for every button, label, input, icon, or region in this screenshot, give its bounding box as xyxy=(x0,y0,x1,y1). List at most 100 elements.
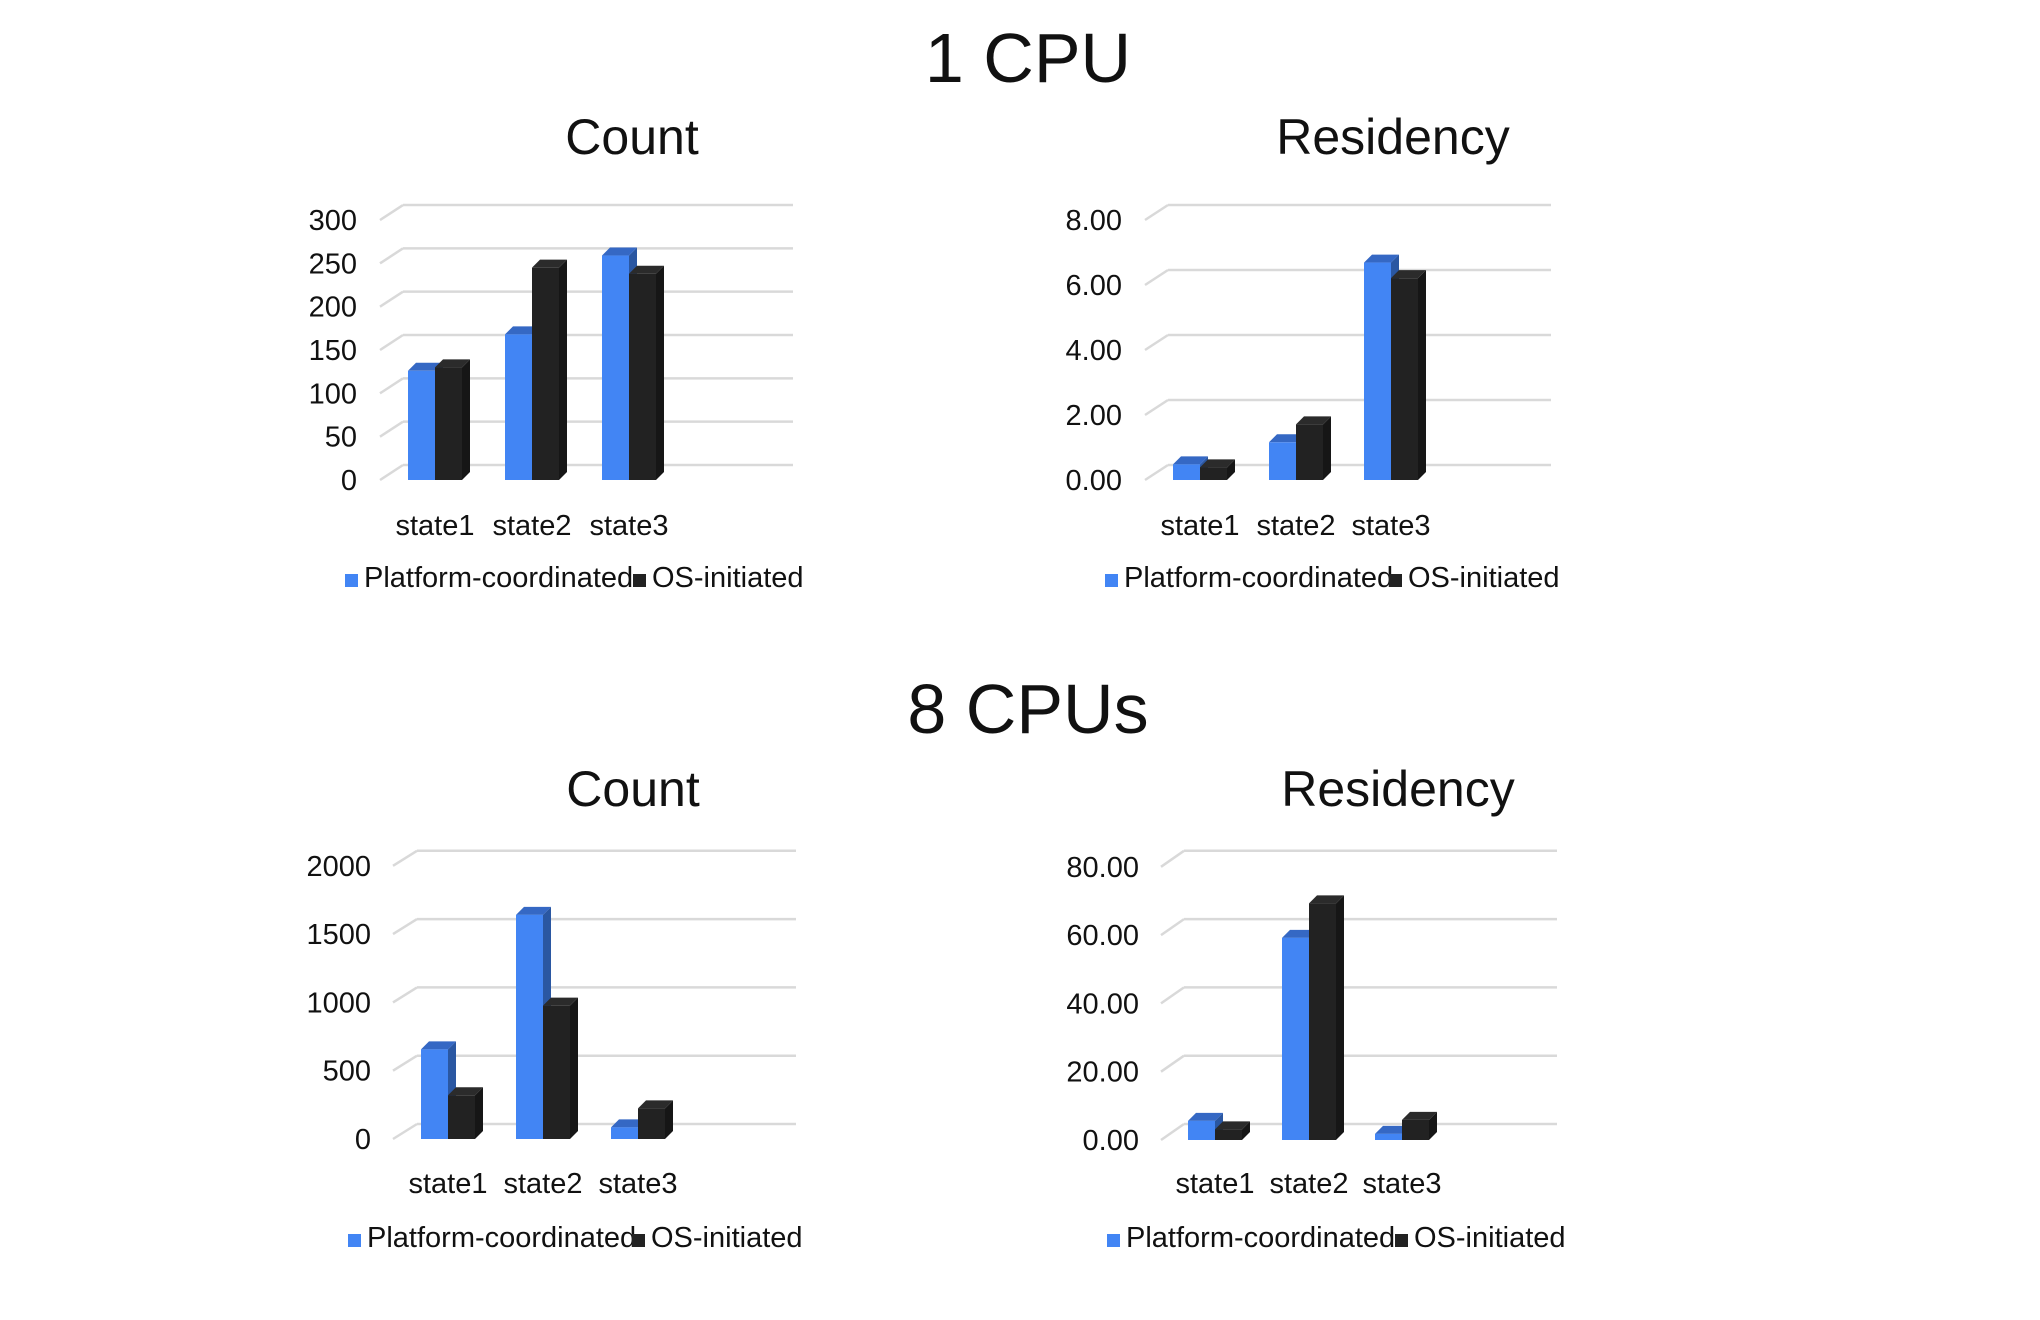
bar-os-initiated-side xyxy=(1418,270,1426,480)
y-tick-label: 1000 xyxy=(306,987,371,1019)
bar-platform-coordinated-top xyxy=(1282,929,1317,938)
gridline-depth xyxy=(1144,203,1169,222)
bar-os-initiated-top xyxy=(1402,1111,1437,1120)
y-tick-label: 0 xyxy=(341,465,357,497)
gridline-depth xyxy=(392,986,418,1004)
x-category-label: state1 xyxy=(396,510,475,542)
bar-os-initiated-top xyxy=(629,265,664,274)
bar-os-initiated xyxy=(1215,1129,1242,1140)
legend-label-platform: Platform-coordinated xyxy=(364,562,633,594)
y-tick-label: 0 xyxy=(355,1124,371,1156)
gridline-depth xyxy=(1160,1122,1185,1142)
gridline-depth xyxy=(1144,463,1169,482)
legend-swatch-os xyxy=(633,574,646,587)
chart-title: Residency xyxy=(1281,761,1514,817)
chart-title: Residency xyxy=(1276,109,1509,165)
bar-platform-coordinated xyxy=(1364,262,1391,480)
bar-os-initiated xyxy=(543,1005,570,1139)
bar-platform-coordinated xyxy=(408,370,435,480)
gridline-depth xyxy=(1144,268,1169,287)
bar-platform-coordinated xyxy=(1173,464,1200,480)
section-title-1cpu: 1 CPU xyxy=(925,19,1131,97)
gridline-depth xyxy=(1160,986,1185,1005)
bar-platform-coordinated xyxy=(1269,442,1296,480)
bar-os-initiated-side xyxy=(1429,1111,1437,1140)
gridline-depth xyxy=(379,247,404,265)
legend-label-os: OS-initiated xyxy=(651,1222,803,1254)
x-category-label: state2 xyxy=(504,1168,583,1200)
legend-swatch-platform xyxy=(1107,1234,1120,1247)
bar-platform-coordinated-top xyxy=(1269,434,1304,443)
bar-platform-coordinated xyxy=(421,1049,448,1139)
bar-os-initiated-side xyxy=(1227,459,1235,480)
legend-swatch-platform xyxy=(345,574,358,587)
bar-os-initiated-top xyxy=(532,259,567,268)
y-tick-label: 2.00 xyxy=(1066,400,1122,432)
bar-platform-coordinated-top xyxy=(1173,456,1208,465)
y-tick-label: 100 xyxy=(309,378,357,410)
y-tick-label: 1500 xyxy=(306,919,371,951)
gridline-depth xyxy=(379,463,404,482)
y-tick-label: 50 xyxy=(325,422,357,454)
bar-os-initiated-top xyxy=(1296,416,1331,425)
legend-label-platform: Platform-coordinated xyxy=(1126,1222,1395,1254)
bar-platform-coordinated-top xyxy=(602,247,637,256)
bar-os-initiated-top xyxy=(543,997,578,1006)
bar-platform-coordinated xyxy=(611,1127,638,1139)
legend-swatch-platform xyxy=(348,1234,361,1247)
bar-os-initiated-side xyxy=(1323,416,1331,480)
x-category-label: state3 xyxy=(1363,1168,1442,1200)
y-tick-label: 0.00 xyxy=(1066,465,1122,497)
legend-label-os: OS-initiated xyxy=(1408,562,1560,594)
x-category-label: state2 xyxy=(1270,1168,1349,1200)
bar-os-initiated-side xyxy=(1242,1121,1250,1140)
gridline-depth xyxy=(392,1054,418,1072)
bar-platform-coordinated-top xyxy=(505,326,540,335)
bar-os-initiated-side xyxy=(570,997,578,1139)
bar-os-initiated xyxy=(435,367,462,480)
bar-os-initiated xyxy=(532,267,559,480)
bar-os-initiated xyxy=(629,273,656,480)
bar-platform-coordinated xyxy=(1188,1120,1215,1140)
bar-platform-coordinated-top xyxy=(611,1119,646,1128)
x-category-label: state2 xyxy=(1257,510,1336,542)
x-category-label: state1 xyxy=(409,1168,488,1200)
gridline-depth xyxy=(1160,849,1185,868)
bar-os-initiated xyxy=(1309,903,1336,1140)
y-tick-label: 0.00 xyxy=(1083,1125,1139,1157)
legend-label-os: OS-initiated xyxy=(652,562,804,594)
bar-platform-coordinated xyxy=(1282,937,1309,1140)
bar-os-initiated-side xyxy=(475,1087,483,1139)
y-tick-label: 6.00 xyxy=(1066,270,1122,302)
y-tick-label: 40.00 xyxy=(1066,988,1139,1020)
gridline-depth xyxy=(1144,333,1169,352)
gridline-depth xyxy=(392,1122,418,1141)
chart-title: Count xyxy=(565,109,699,165)
y-tick-label: 2000 xyxy=(306,851,371,883)
y-tick-label: 200 xyxy=(309,292,357,324)
x-category-label: state3 xyxy=(590,510,669,542)
bar-platform-coordinated xyxy=(516,914,543,1139)
gridline-depth xyxy=(1160,918,1185,937)
gridline-depth xyxy=(392,918,418,936)
bar-os-initiated-top xyxy=(638,1100,673,1109)
bar-os-initiated xyxy=(638,1108,665,1139)
bar-os-initiated-top xyxy=(1309,895,1344,904)
y-tick-label: 500 xyxy=(323,1056,371,1088)
legend-label-os: OS-initiated xyxy=(1414,1222,1566,1254)
bar-platform-coordinated xyxy=(505,334,532,480)
x-category-label: state3 xyxy=(1352,510,1431,542)
bar-platform-coordinated-top xyxy=(1375,1125,1410,1134)
bar-os-initiated-top xyxy=(435,359,470,368)
x-category-label: state2 xyxy=(493,510,572,542)
gridline-depth xyxy=(379,333,404,352)
gridline-depth xyxy=(379,290,404,308)
bar-os-initiated-side xyxy=(656,265,664,480)
bar-os-initiated-side xyxy=(559,259,567,480)
gridline-depth xyxy=(1160,1054,1185,1073)
bar-os-initiated-top xyxy=(448,1087,483,1096)
y-tick-label: 300 xyxy=(309,205,357,237)
gridline-depth xyxy=(379,420,404,438)
bar-os-initiated xyxy=(1391,278,1418,480)
